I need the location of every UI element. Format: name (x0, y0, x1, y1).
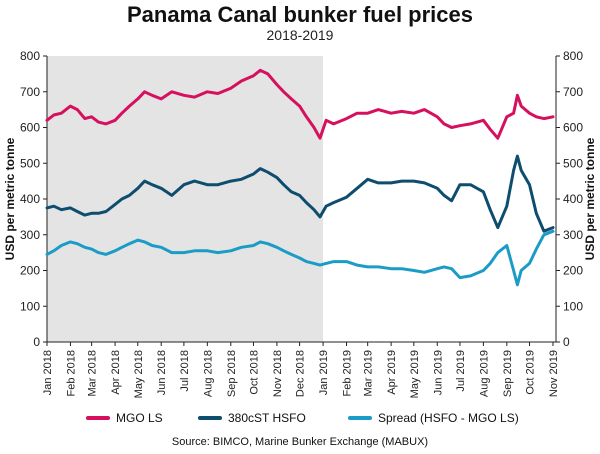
y-tick-label-right: 100 (563, 299, 583, 313)
y-tick-label-left: 0 (33, 335, 40, 349)
x-tick-label: Mar 2018 (87, 350, 99, 396)
legend-label: 380cST HSFO (228, 411, 306, 425)
y-tick-label-right: 0 (563, 335, 570, 349)
x-tick-label: Apr 2019 (386, 350, 398, 395)
x-tick-label: Jul 2019 (455, 350, 467, 392)
x-tick-label: Nov 2018 (272, 350, 284, 397)
y-tick-label-left: 100 (20, 299, 40, 313)
x-tick-label: Jul 2018 (179, 350, 191, 392)
x-tick-label: Nov 2019 (548, 350, 560, 397)
x-tick-label: May 2019 (409, 350, 421, 398)
x-tick-label: Aug 2018 (202, 350, 214, 397)
x-tick-label: Mar 2019 (363, 350, 375, 396)
y-tick-label-left: 400 (20, 192, 40, 206)
x-tick-label: Sep 2019 (502, 350, 514, 397)
x-tick-label: Jan 2018 (42, 350, 54, 395)
y-tick-label-right: 300 (563, 228, 583, 242)
y-tick-label-left: 500 (20, 156, 40, 170)
series-line-3 (45, 229, 555, 287)
x-tick-label: Jun 2018 (156, 350, 168, 395)
x-tick-label: Oct 2019 (525, 350, 537, 395)
shaded-region (47, 56, 324, 342)
y-tick-label-right: 800 (563, 49, 583, 63)
y-axis-title-right: USD per metric tonne (583, 137, 597, 260)
x-tick-label: May 2018 (133, 350, 145, 398)
x-tick-label: Feb 2019 (342, 350, 354, 396)
legend-label: Spread (HSFO - MGO LS) (378, 411, 519, 425)
y-tick-label-right: 700 (563, 85, 583, 99)
x-tick-label: Aug 2019 (478, 350, 490, 397)
x-tick-label: Feb 2018 (65, 350, 77, 396)
x-tick-label: Oct 2018 (248, 350, 260, 395)
source-note: Source: BIMCO, Marine Bunker Exchange (M… (171, 436, 429, 448)
y-tick-label-right: 400 (563, 192, 583, 206)
chart-subtitle: 2018-2019 (266, 27, 334, 43)
y-tick-label-left: 200 (20, 264, 40, 278)
x-tick-label: Dec 2018 (295, 350, 307, 397)
chart-title: Panama Canal bunker fuel prices (126, 2, 474, 27)
y-tick-label-left: 700 (20, 85, 40, 99)
y-tick-label-left: 600 (20, 121, 40, 135)
series-line-1 (45, 68, 555, 140)
legend-label: MGO LS (116, 411, 163, 425)
x-tick-label: Jan 2019 (318, 350, 330, 395)
x-tick-label: Sep 2018 (226, 350, 238, 397)
y-tick-label-right: 500 (563, 156, 583, 170)
y-tick-label-left: 300 (20, 228, 40, 242)
y-tick-label-left: 800 (20, 49, 40, 63)
x-tick-label: Jun 2019 (432, 350, 444, 395)
x-tick-label: Apr 2018 (110, 350, 122, 395)
y-tick-label-right: 600 (563, 121, 583, 135)
y-tick-label-right: 200 (563, 264, 583, 278)
y-axis-title-left: USD per metric tonne (3, 137, 17, 260)
series-line-2 (45, 154, 555, 233)
